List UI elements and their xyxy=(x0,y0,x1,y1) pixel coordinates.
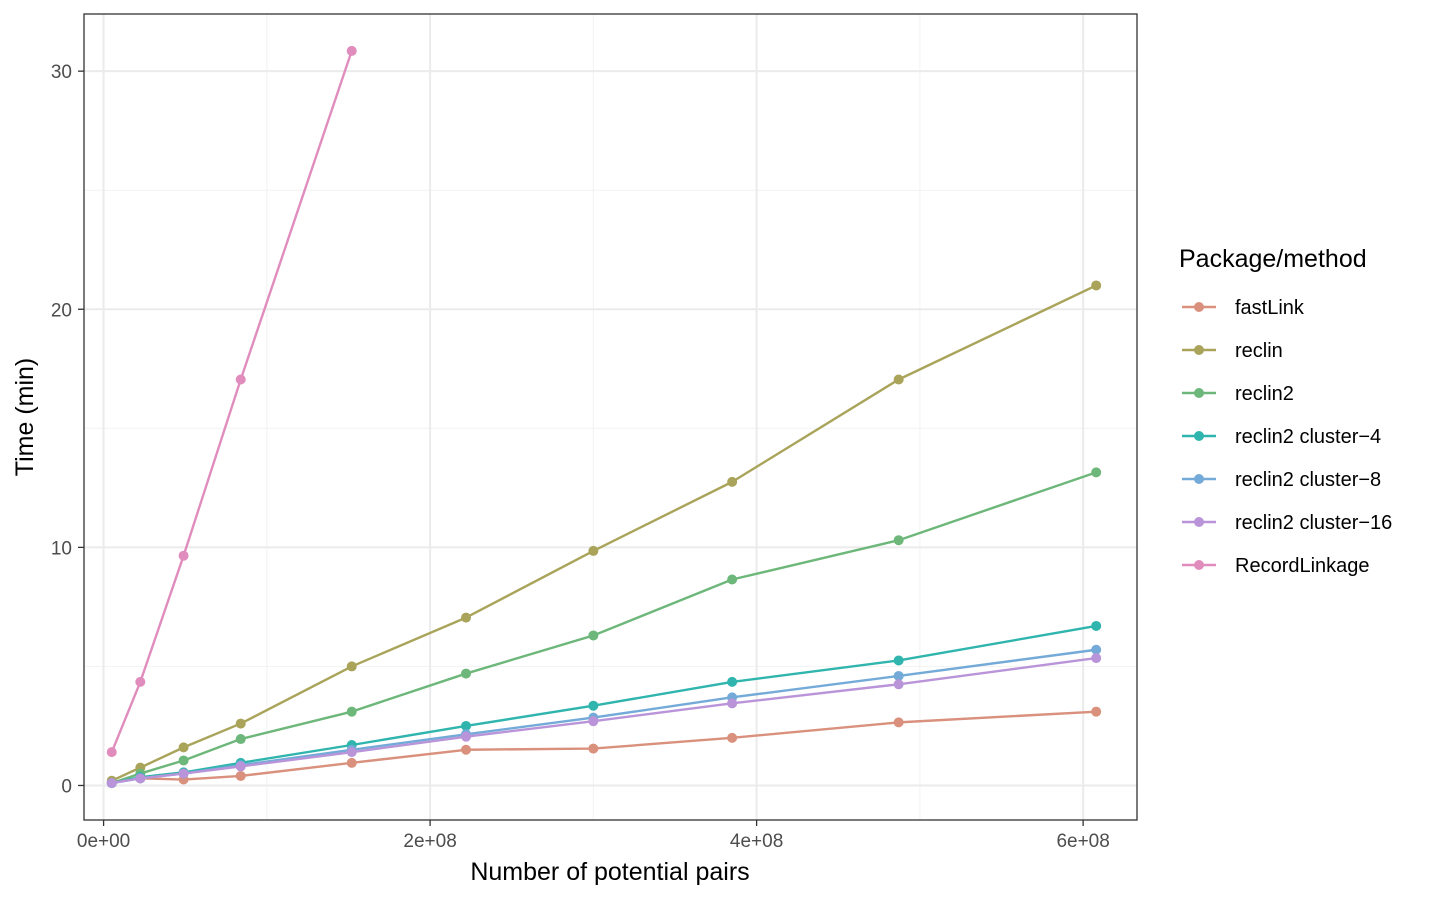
data-point xyxy=(461,744,472,755)
data-point xyxy=(893,535,904,546)
data-point xyxy=(588,700,599,711)
series-line xyxy=(111,656,1097,785)
data-point xyxy=(588,545,599,556)
data-point xyxy=(178,755,189,766)
series-line xyxy=(111,284,1097,782)
legend-key-point xyxy=(1194,302,1204,312)
data-point xyxy=(588,716,599,727)
data-point xyxy=(727,676,738,687)
legend-label: reclin2 cluster−8 xyxy=(1235,469,1381,491)
data-point xyxy=(461,612,472,623)
data-point xyxy=(727,476,738,487)
series-recordlinkage xyxy=(106,45,357,758)
legend-key-point xyxy=(1194,431,1204,441)
legend-key-point xyxy=(1194,517,1204,527)
x-axis-title: Number of potential pairs xyxy=(470,858,749,886)
data-point xyxy=(893,679,904,690)
y-tick-label: 10 xyxy=(51,538,72,559)
data-point xyxy=(346,706,357,717)
data-point xyxy=(1091,280,1102,291)
legend-entry: reclin2 cluster−16 xyxy=(1182,512,1392,534)
data-point xyxy=(235,374,246,385)
legend-label: reclin2 cluster−16 xyxy=(1235,512,1392,534)
data-point xyxy=(1091,620,1102,631)
y-tick-label: 20 xyxy=(51,300,72,321)
data-point xyxy=(727,732,738,743)
data-point xyxy=(346,747,357,758)
legend-title: Package/method xyxy=(1179,245,1367,273)
data-point xyxy=(178,768,189,779)
legend-label: reclin xyxy=(1235,340,1283,362)
data-point xyxy=(235,734,246,745)
y-tick-label: 30 xyxy=(51,62,72,83)
data-point xyxy=(178,550,189,561)
legend-label: RecordLinkage xyxy=(1235,555,1370,577)
plot-panel-border xyxy=(83,13,1138,821)
data-point xyxy=(106,747,117,758)
data-point xyxy=(135,676,146,687)
series-reclin xyxy=(106,280,1102,786)
data-point xyxy=(461,668,472,679)
data-point xyxy=(235,718,246,729)
data-point xyxy=(235,761,246,772)
data-point xyxy=(727,574,738,585)
data-point xyxy=(1091,644,1102,655)
legend-key-point xyxy=(1194,560,1204,570)
data-point xyxy=(346,45,357,56)
data-point xyxy=(235,770,246,781)
data-point xyxy=(461,731,472,742)
legend-entry: fastLink xyxy=(1182,297,1305,319)
series-reclin2-cluster-16 xyxy=(106,653,1102,789)
y-axis-title: Time (min) xyxy=(11,358,39,477)
y-tick-label: 0 xyxy=(61,776,72,797)
data-point xyxy=(893,717,904,728)
data-point xyxy=(461,720,472,731)
x-tick-label: 0e+00 xyxy=(77,831,130,852)
legend-key-point xyxy=(1194,345,1204,355)
legend: Package/method fastLink reclin reclin2 recl… xyxy=(1179,245,1392,577)
legend-label: reclin2 xyxy=(1235,383,1294,405)
data-point xyxy=(727,698,738,709)
data-point xyxy=(893,670,904,681)
legend-entry: RecordLinkage xyxy=(1182,555,1370,577)
grid xyxy=(84,14,1137,820)
series-line xyxy=(111,471,1097,785)
data-point xyxy=(588,630,599,641)
data-point xyxy=(588,743,599,754)
data-point xyxy=(893,655,904,666)
data-point xyxy=(106,778,117,789)
legend-entry: reclin xyxy=(1182,340,1283,362)
data-point xyxy=(135,773,146,784)
series-group xyxy=(106,45,1102,789)
legend-entry: reclin2 cluster−4 xyxy=(1182,426,1381,448)
legend-entry: reclin2 xyxy=(1182,383,1294,405)
legend-key-point xyxy=(1194,474,1204,484)
data-point xyxy=(178,742,189,753)
data-point xyxy=(346,757,357,768)
x-tick-label: 2e+08 xyxy=(403,831,456,852)
data-point xyxy=(1091,706,1102,717)
x-tick-label: 4e+08 xyxy=(730,831,783,852)
x-tick-label: 6e+08 xyxy=(1056,831,1109,852)
data-point xyxy=(1091,653,1102,664)
data-point xyxy=(346,661,357,672)
axes: 0e+00 2e+08 4e+08 6e+08 0 10 20 30 xyxy=(51,62,1110,852)
data-point xyxy=(1091,467,1102,478)
legend-label: fastLink xyxy=(1235,297,1305,319)
legend-entry: reclin2 cluster−8 xyxy=(1182,469,1381,491)
legend-label: reclin2 cluster−4 xyxy=(1235,426,1381,448)
data-point xyxy=(893,374,904,385)
legend-key-point xyxy=(1194,388,1204,398)
series-line xyxy=(111,710,1097,784)
